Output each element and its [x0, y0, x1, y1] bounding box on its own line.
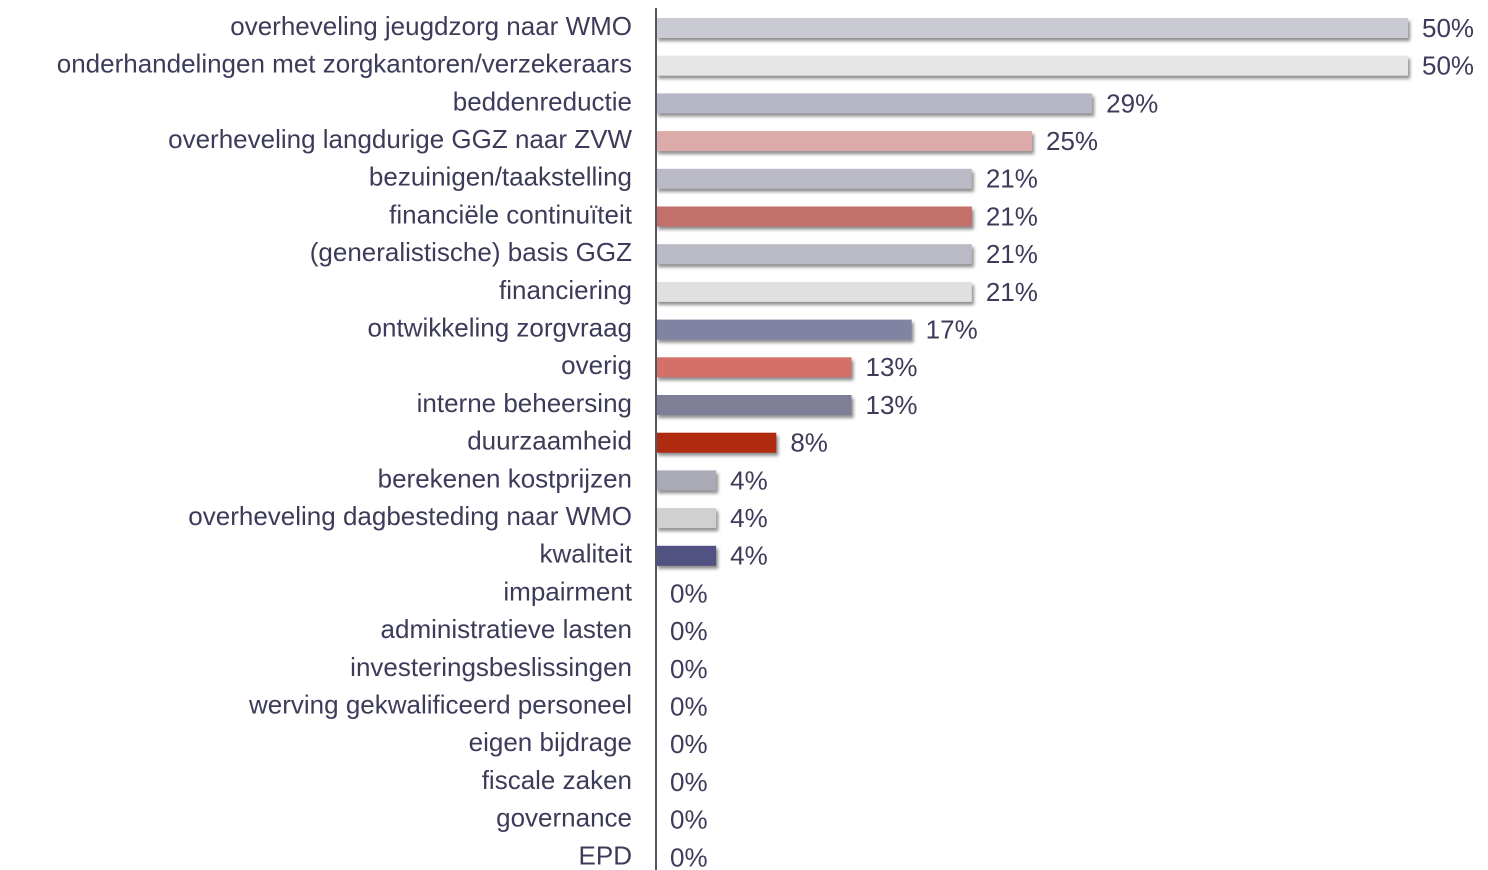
category-label: berekenen kostprijzen: [378, 463, 632, 493]
value-label: 0%: [670, 691, 708, 721]
value-label: 29%: [1106, 88, 1158, 118]
value-label: 13%: [866, 352, 918, 382]
value-label: 25%: [1046, 126, 1098, 156]
category-label: fiscale zaken: [482, 765, 632, 795]
value-label: 0%: [670, 767, 708, 797]
value-label: 50%: [1422, 13, 1474, 43]
category-label: financiële continuïteit: [389, 199, 633, 229]
value-label: 0%: [670, 654, 708, 684]
category-label: impairment: [503, 576, 632, 606]
bar: [656, 55, 1408, 76]
bar: [656, 168, 972, 189]
value-label: 0%: [670, 805, 708, 835]
bar: [656, 357, 852, 378]
value-label: 17%: [926, 314, 978, 344]
category-label: administratieve lasten: [381, 614, 632, 644]
category-label: (generalistische) basis GGZ: [310, 237, 632, 267]
category-label: beddenreductie: [453, 86, 632, 116]
value-label: 0%: [670, 842, 708, 870]
bar: [656, 131, 1032, 152]
category-label: financiering: [499, 275, 632, 305]
value-label: 13%: [866, 390, 918, 420]
category-label: EPD: [579, 840, 632, 870]
category-label: werving gekwalificeerd personeel: [248, 689, 632, 719]
category-label: duurzaamheid: [467, 426, 632, 456]
value-label: 8%: [790, 428, 828, 458]
bar: [656, 18, 1408, 38]
value-label: 21%: [986, 277, 1038, 307]
value-label: 50%: [1422, 51, 1474, 81]
value-label: 0%: [670, 616, 708, 646]
category-label: governance: [496, 803, 632, 833]
value-label: 4%: [730, 541, 768, 571]
category-label: bezuinigen/taakstelling: [369, 162, 632, 192]
bar: [656, 281, 972, 302]
bar: [656, 319, 912, 340]
category-label: investeringsbeslissingen: [350, 652, 632, 682]
bar: [656, 206, 972, 227]
category-label: eigen bijdrage: [469, 727, 632, 757]
category-label: interne beheersing: [417, 388, 632, 418]
value-label: 0%: [670, 729, 708, 759]
bar: [656, 432, 777, 453]
value-label: 21%: [986, 201, 1038, 231]
value-label: 4%: [730, 465, 768, 495]
value-label: 0%: [670, 578, 708, 608]
bar: [656, 508, 717, 529]
bar: [656, 395, 852, 415]
value-label: 21%: [986, 239, 1038, 269]
category-label: kwaliteit: [540, 539, 633, 569]
category-label: overheveling langdurige GGZ naar ZVW: [168, 124, 632, 154]
bar: [656, 244, 972, 265]
category-label: overheveling dagbesteding naar WMO: [188, 501, 632, 531]
bar: [656, 470, 717, 491]
category-label: onderhandelingen met zorgkantoren/verzek…: [57, 49, 632, 79]
category-label: ontwikkeling zorgvraag: [368, 312, 632, 342]
bar: [656, 545, 717, 566]
category-label: overig: [561, 350, 632, 380]
value-label: 4%: [730, 503, 768, 533]
category-label: overheveling jeugdzorg naar WMO: [230, 11, 632, 41]
bar: [656, 93, 1093, 114]
value-label: 21%: [986, 164, 1038, 194]
